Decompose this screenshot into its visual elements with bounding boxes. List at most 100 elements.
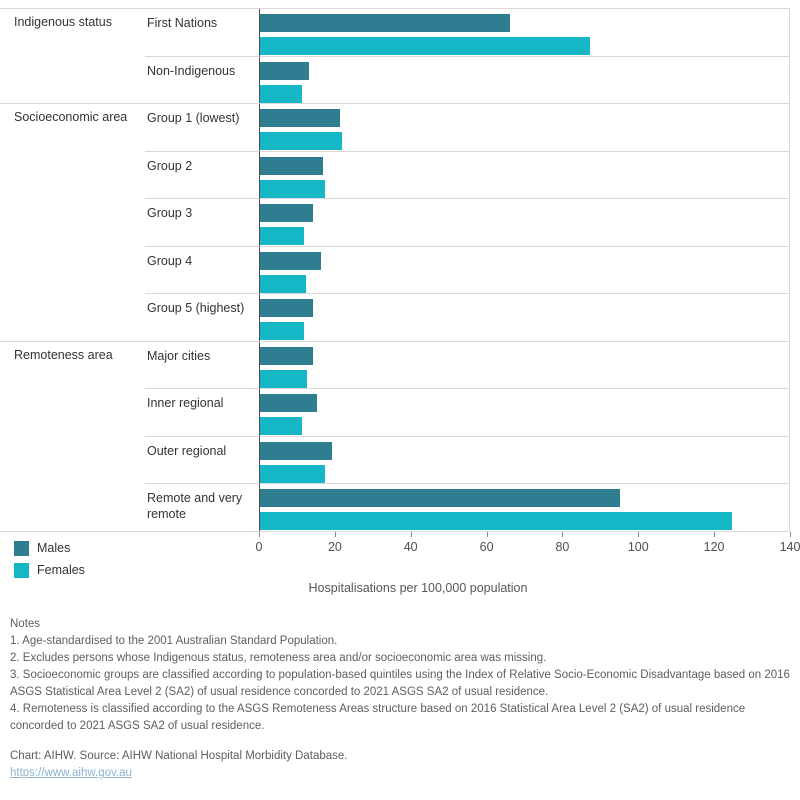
axis-tick-label: 140 — [779, 540, 800, 554]
axis-tick — [790, 532, 791, 537]
source-link[interactable]: https://www.aihw.gov.au — [10, 767, 132, 779]
row-label: Major cities — [147, 348, 211, 363]
bar-females[interactable] — [260, 464, 325, 483]
group-label-spacer — [10, 483, 145, 531]
axis-tick-label: 40 — [403, 540, 418, 554]
row-plot — [259, 435, 790, 483]
row-plot — [259, 341, 790, 388]
bar-females[interactable] — [260, 274, 306, 293]
row-label: Inner regional — [145, 388, 259, 436]
axis-tick — [714, 532, 716, 537]
bar-females[interactable] — [260, 369, 308, 388]
axis-tick — [486, 532, 488, 537]
axis-tick-label: 0 — [255, 540, 263, 554]
row-label: Outer regional — [145, 435, 259, 484]
axis-tick — [259, 532, 260, 537]
note-item: 1. Age-standardised to the 2001 Australi… — [10, 635, 338, 647]
bar-males[interactable] — [260, 14, 511, 32]
row-plot — [259, 483, 790, 531]
note-item: 3. Socioeconomic groups are classified a… — [10, 669, 790, 698]
notes: Notes 1. Age-standardised to the 2001 Au… — [10, 616, 792, 782]
bar-males[interactable] — [260, 394, 317, 412]
chart-row: Group 5 (highest) — [0, 293, 790, 341]
bar-females[interactable] — [260, 512, 733, 530]
bar-females[interactable] — [260, 417, 302, 435]
chart-row: Group 3 — [0, 198, 790, 246]
chart-row: Non-Indigenous — [0, 55, 790, 104]
legend-entry-males[interactable]: Males — [14, 537, 85, 559]
bar-females[interactable] — [260, 37, 590, 55]
legend-label: Females — [37, 563, 85, 577]
row-plot — [259, 9, 790, 56]
bar-females[interactable] — [260, 84, 302, 103]
axis-tick-label: 60 — [479, 540, 494, 554]
row-plot — [259, 150, 790, 198]
axis-tick-label: 100 — [627, 540, 649, 554]
bar-males[interactable] — [260, 299, 314, 317]
row-label: Group 5 (highest) — [145, 293, 259, 341]
bar-males[interactable] — [260, 441, 333, 460]
bar-females[interactable] — [260, 132, 342, 150]
chart-row: Group 4 — [0, 245, 790, 294]
notes-heading: Notes — [10, 618, 41, 630]
row-label: Group 4 — [145, 245, 259, 294]
chart-row: Indigenous status First Nations — [0, 8, 790, 56]
row-label: Remote and very remote — [145, 483, 259, 531]
group-label-spacer — [10, 151, 145, 199]
bar-males[interactable] — [260, 61, 310, 80]
bar-females[interactable] — [260, 179, 325, 198]
row-plot — [259, 388, 790, 436]
group-label-spacer — [10, 388, 145, 436]
row-label: Non-Indigenous — [145, 55, 259, 104]
row-label: Group 2 — [145, 150, 259, 199]
group-label-spacer — [10, 246, 145, 294]
chart-row: Group 2 — [0, 150, 790, 199]
row-plot — [259, 104, 790, 151]
group-label-spacer — [10, 293, 145, 341]
row-label: Group 1 (lowest) — [147, 111, 240, 125]
legend-entry-females[interactable]: Females — [14, 559, 85, 581]
row-plot — [259, 293, 790, 341]
legend-label: Males — [37, 541, 71, 555]
axis-tick-label: 120 — [703, 540, 725, 554]
legend: Males Females — [14, 537, 85, 581]
row-plot — [259, 245, 790, 293]
bar-males[interactable] — [260, 251, 321, 270]
group-label-spacer — [10, 436, 145, 484]
bar-males[interactable] — [260, 156, 323, 175]
axis-tick-label: 80 — [555, 540, 570, 554]
females-color-swatch — [14, 562, 29, 578]
bar-males[interactable] — [260, 489, 621, 507]
note-item: 4. Remoteness is classified according to… — [10, 703, 746, 732]
row-label: First Nations — [147, 16, 218, 30]
group-label: Socioeconomic area — [14, 110, 128, 124]
bar-females[interactable] — [260, 322, 304, 340]
group-label: Indigenous status — [14, 15, 112, 29]
chart-row: Remoteness area Major cities — [0, 340, 790, 388]
group-label-spacer — [10, 198, 145, 246]
row-plot — [259, 198, 790, 246]
bar-females[interactable] — [260, 227, 304, 245]
bar-males[interactable] — [260, 346, 314, 365]
axis-tick — [410, 532, 412, 537]
axis-tick — [334, 532, 336, 537]
axis-tick-label: 20 — [327, 540, 342, 554]
chart-row: Remote and very remote — [0, 483, 790, 531]
chart-row: Outer regional — [0, 435, 790, 484]
males-color-swatch — [14, 540, 29, 556]
chart-row: Inner regional — [0, 388, 790, 436]
group-label-spacer — [10, 56, 145, 104]
x-axis-title: Hospitalisations per 100,000 population — [308, 581, 528, 595]
bar-males[interactable] — [260, 204, 314, 222]
axis-tick — [638, 532, 640, 537]
row-label: Group 3 — [145, 198, 259, 246]
group-label: Remoteness area — [14, 347, 113, 362]
x-axis: 0 20 40 60 80 100 120 140 Males Females Hospita… — [0, 531, 800, 609]
source-line: Chart: AIHW. Source: AIHW National Hospi… — [10, 750, 348, 762]
chart-row: Socioeconomic area Group 1 (lowest) — [0, 103, 790, 151]
bar-males[interactable] — [260, 109, 340, 127]
row-plot — [259, 55, 790, 103]
note-item: 2. Excludes persons whose Indigenous sta… — [10, 652, 547, 664]
bar-chart: Indigenous status First Nations Non-Indi… — [0, 8, 790, 532]
